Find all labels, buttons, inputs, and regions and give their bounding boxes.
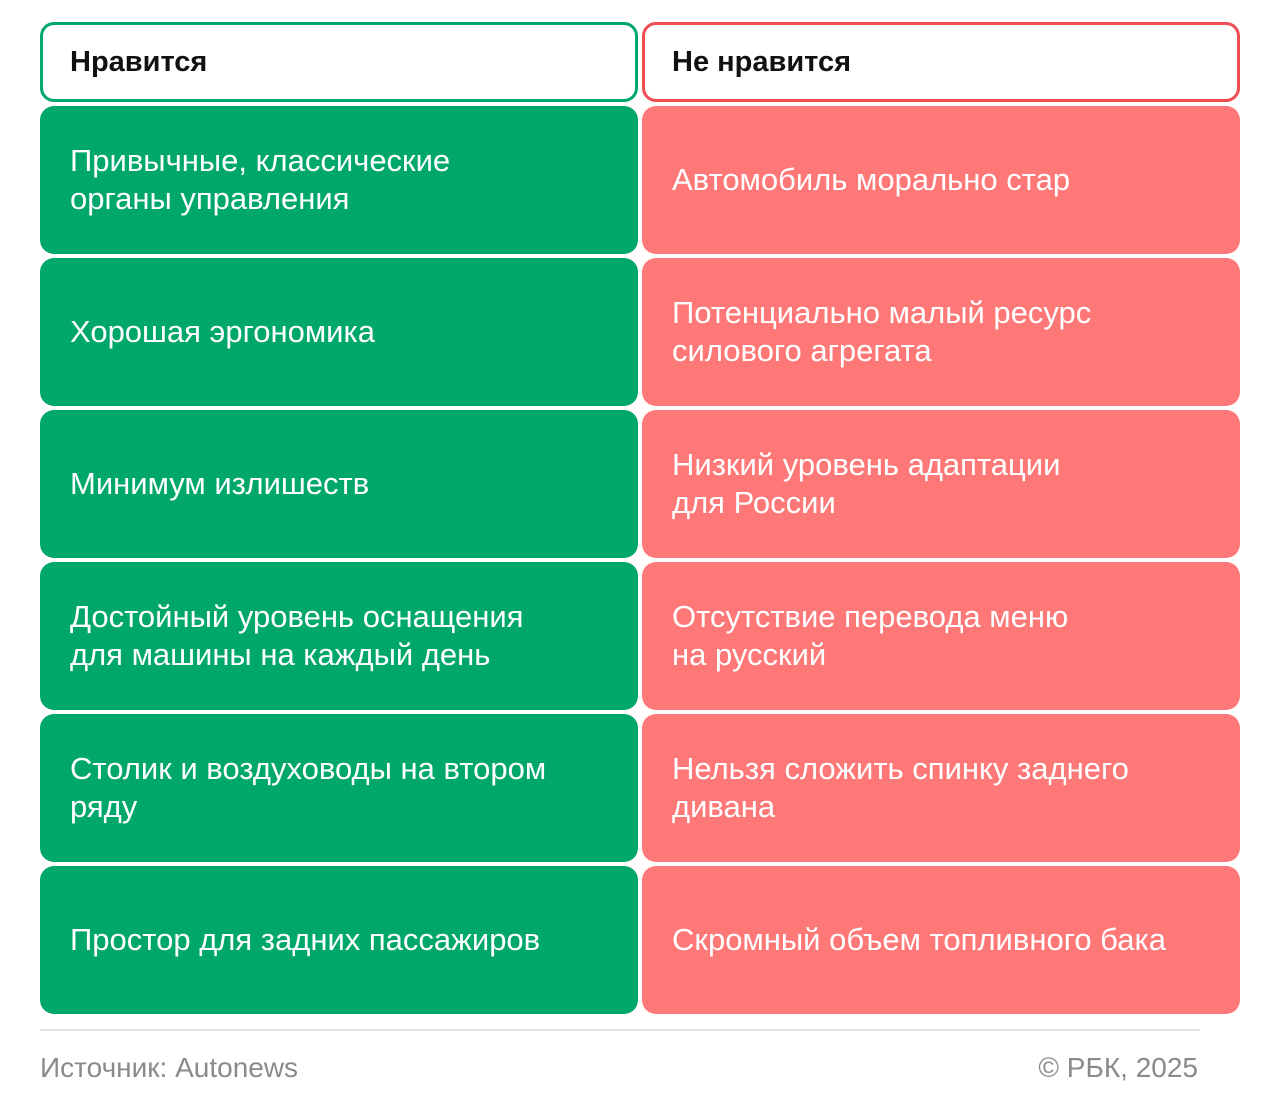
header-dislike: Не нравится [642, 22, 1240, 102]
like-cell-5: Столик и воздуховоды на втором ряду [40, 714, 638, 862]
dislike-cell-1: Автомобиль морально стар [642, 106, 1240, 254]
dislike-cell-4: Отсутствие перевода меню на русский [642, 562, 1240, 710]
like-cell-2: Хорошая эргономика [40, 258, 638, 406]
source-text: Источник: Autonews [40, 1052, 299, 1083]
like-cell-6: Простор для задних пассажиров [40, 866, 638, 1014]
like-cell-4: Достойный уровень оснащения для машины н… [40, 562, 638, 710]
like-cell-3: Минимум излишеств [40, 410, 638, 558]
pros-cons-table: Нравится Не нравится Привычные, классиче… [40, 22, 1240, 1014]
dislike-cell-5: Нельзя сложить спинку заднего дивана [642, 714, 1240, 862]
copyright-text: © РБК, 2025 [1038, 1052, 1198, 1083]
dislike-cell-2: Потенциально малый ресурс силового агрег… [642, 258, 1240, 406]
dislike-cell-6: Скромный объем топливного бака [642, 866, 1240, 1014]
like-cell-1: Привычные, классические органы управлени… [40, 106, 638, 254]
dislike-cell-3: Низкий уровень адаптации для России [642, 410, 1240, 558]
header-like: Нравится [40, 22, 638, 102]
footer-divider [40, 1029, 1200, 1031]
